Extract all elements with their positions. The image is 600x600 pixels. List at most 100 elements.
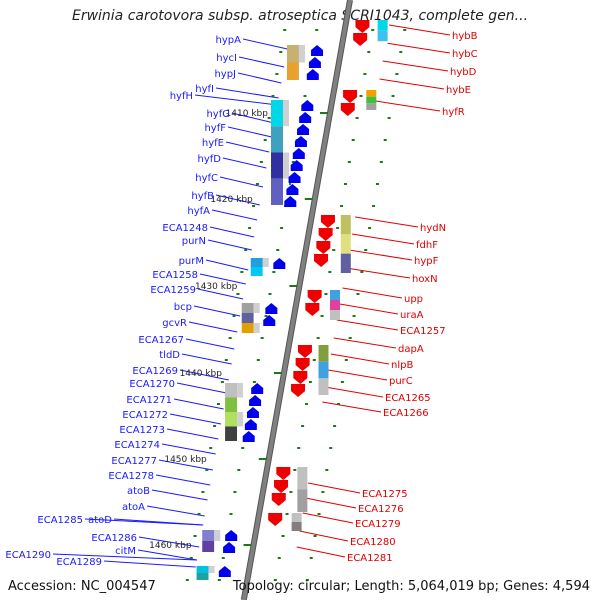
rail-tick-0 [189, 557, 193, 559]
gene-leader-line [137, 549, 198, 561]
rail-tick-1 [268, 293, 272, 295]
reverse-gene-box [340, 253, 351, 273]
rail-tick-3 [321, 491, 325, 493]
forward-gene-arrow [251, 383, 264, 394]
forward-gene-shade [283, 100, 290, 127]
rail-tick-2 [351, 139, 355, 141]
gene-label-left: ECA1258 [152, 270, 198, 281]
rail-tick-2 [332, 249, 336, 251]
forward-gene-shade [253, 323, 260, 333]
rail-tick-1 [233, 491, 237, 493]
gene-label-right: ECA1280 [350, 537, 396, 548]
reverse-gene-box [366, 90, 377, 97]
rail-tick-3 [317, 513, 321, 515]
reverse-gene-box [340, 215, 351, 235]
forward-gene-arrow [301, 100, 314, 111]
rail-tick-2 [324, 293, 328, 295]
gene-label-left: ECA1285 [37, 515, 83, 526]
gene-leader-line [352, 233, 415, 245]
accession-text: Accession: NC_004547 [8, 579, 156, 594]
rail-tick-2 [355, 117, 359, 119]
rail-tick-2 [312, 359, 316, 361]
forward-gene-shade [283, 178, 290, 205]
gene-leader-line [302, 512, 354, 524]
gene-leader-line [193, 305, 241, 317]
forward-gene-arrow [288, 172, 301, 183]
forward-gene-arrow [244, 419, 257, 430]
rail-tick-3 [391, 95, 395, 97]
reverse-gene-box [297, 489, 308, 512]
forward-gene-box [241, 323, 254, 333]
forward-gene-shade [214, 541, 221, 552]
forward-gene-box [225, 412, 238, 427]
forward-gene-arrow [218, 566, 231, 577]
rail-tick-3 [309, 557, 313, 559]
scale-label: 1430 kbp [195, 282, 238, 292]
gene-leader-line [324, 386, 384, 398]
gene-label-right: ECA1257 [400, 326, 446, 337]
gene-label-right: hybC [452, 49, 478, 60]
forward-gene-arrow [297, 124, 310, 135]
rail-tick-1 [221, 557, 225, 559]
rail-tick-3 [344, 359, 348, 361]
rail-tick-3 [325, 469, 329, 471]
rail-tick-3 [356, 293, 360, 295]
scale-layer: 1410 kbp 1420 kbp 1430 kbp 1440 kbp 1450 kbp… [149, 109, 328, 551]
gene-label-right: hyfR [442, 107, 465, 118]
forward-gene-shade [237, 383, 244, 398]
gene-leader-line [375, 100, 441, 112]
rail-tick-0 [228, 337, 232, 339]
forward-gene-shade [237, 426, 244, 441]
scale-label: 1420 kbp [210, 195, 253, 205]
gene-leader-line [52, 553, 197, 561]
forward-gene-shade [214, 530, 221, 541]
reverse-gene-box [377, 41, 388, 52]
gene-label-left: ECA1269 [132, 366, 178, 377]
gene-label-left: ECA1289 [56, 557, 102, 568]
rail-tick-3 [329, 447, 333, 449]
gene-label-left: ECA1270 [129, 379, 175, 390]
forward-gene-box [271, 100, 284, 127]
gene-label-right: hypF [414, 256, 439, 267]
reverse-gene-box [318, 361, 329, 379]
gene-label-left: hycI [216, 53, 237, 64]
reverse-gene-box [297, 467, 308, 490]
rail-tick-0 [216, 403, 220, 405]
rail-tick-0 [209, 447, 213, 449]
rail-tick-2 [281, 535, 285, 537]
reverse-gene-box [291, 513, 302, 522]
forward-gene-arrow [294, 136, 307, 147]
gene-label-left: ECA1278 [108, 471, 154, 482]
gene-label-right: ECA1279 [355, 519, 401, 530]
rail-tick-1 [256, 359, 260, 361]
gene-leader-line [346, 267, 411, 279]
forward-gene-shade [208, 566, 215, 573]
backbone-layer [185, 0, 407, 600]
rail-tick-0 [255, 183, 259, 185]
rail-tick-0 [283, 29, 287, 31]
forward-gene-box [202, 541, 215, 552]
forward-gene-arrow [249, 395, 262, 406]
gene-label-right: ECA1265 [385, 393, 431, 404]
rail-tick-2 [304, 403, 308, 405]
gene-leader-line [146, 505, 205, 517]
reverse-gene-box [330, 300, 341, 310]
gene-leader-line [342, 287, 403, 299]
gene-label-left: hyfD [198, 154, 222, 165]
forward-gene-box [225, 383, 238, 398]
rail-tick-0 [232, 315, 236, 317]
gene-label-right: hybE [446, 85, 471, 96]
gene-leader-line [176, 382, 227, 394]
reverse-gene-box [330, 290, 341, 300]
rail-tick-0 [267, 117, 271, 119]
rail-tick-1 [276, 249, 280, 251]
topology-text: Topology: circular; Length: 5,064,019 bp… [232, 579, 590, 594]
rail-tick-0 [263, 139, 267, 141]
forward-gene-arrow [284, 196, 297, 207]
forward-gene-shade [253, 303, 260, 313]
rail-tick-0 [248, 227, 252, 229]
rail-tick-1 [260, 337, 264, 339]
gene-label-left: hyfF [204, 123, 226, 134]
rail-tick-1 [303, 95, 307, 97]
reverse-gene-arrow [276, 467, 291, 480]
